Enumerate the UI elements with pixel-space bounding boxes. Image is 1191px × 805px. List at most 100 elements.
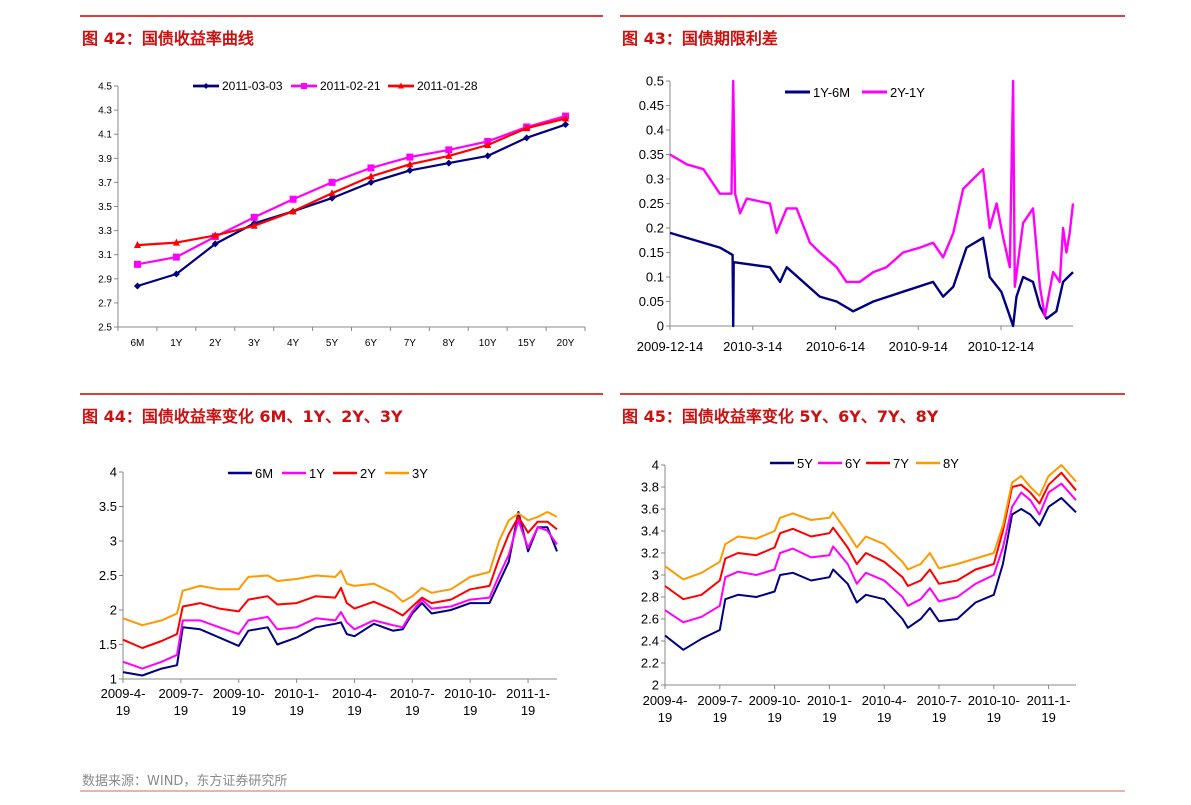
- fig43-x-tick-label: 2010-12-14: [968, 339, 1035, 354]
- fig43-y-tick-label: 0.35: [639, 147, 664, 162]
- fig45-y-tick-label: 2: [652, 678, 659, 693]
- fig45-y-tick-label: 2.4: [641, 634, 659, 649]
- fig42-y-tick-label: 3.9: [98, 154, 112, 165]
- fig45-y-tick-label: 2.6: [641, 612, 659, 627]
- fig44-series-1Y-line: [122, 519, 558, 670]
- fig44-legend-label-3Y: 3Y: [412, 466, 428, 481]
- fig45-y-tick-label: 3.6: [641, 502, 659, 517]
- fig45-x-tick-label-line2: 19: [658, 710, 672, 725]
- fig42-x-tick-label: 15Y: [518, 338, 536, 349]
- fig45-x-tick-label-line2: 19: [1041, 710, 1055, 725]
- fig42-series-2011-01-28-point: [367, 172, 375, 180]
- fig42-y-tick-label: 3.7: [98, 178, 112, 189]
- fig43-y-tick-label: 0.45: [639, 98, 664, 113]
- fig42-series-2011-03-03-point: [406, 166, 414, 174]
- fig42-x-tick-label: 4Y: [287, 338, 300, 349]
- fig42-legend-marker-2011-03-03: [203, 83, 209, 89]
- fig45-x-tick-label-line2: 19: [987, 710, 1001, 725]
- fig42-series-2011-03-03-point: [484, 152, 492, 160]
- fig45-x-tick-label: 2009-7-: [697, 693, 742, 708]
- fig45-series-7Y-line: [664, 471, 1077, 601]
- fig43-series-2Y-1Y-line: [669, 79, 1075, 318]
- fig44-y-tick-label: 3.5: [99, 499, 117, 514]
- fig44-x-tick-label-line2: 19: [231, 703, 245, 718]
- fig45-x-tick-label: 2009-10-: [749, 693, 801, 708]
- fig45-series-5Y-line: [664, 497, 1077, 651]
- fig42-legend-label-2011-01-28: 2011-01-28: [417, 79, 478, 93]
- fig43-series-1Y-6M-line: [669, 231, 1074, 328]
- fig45-legend-label-8Y: 8Y: [943, 456, 959, 471]
- fig44-x-tick-label-line2: 19: [405, 703, 419, 718]
- fig42-series-2011-03-03-point: [328, 194, 336, 202]
- fig44-x-tick-label-line2: 19: [463, 703, 477, 718]
- fig44-x-tick-label-line2: 19: [347, 703, 361, 718]
- fig43-x-tick-label: 2010-9-14: [889, 339, 948, 354]
- fig44-x-tick-label: 2010-1-: [274, 686, 319, 701]
- fig42-y-tick-label: 2.9: [98, 274, 112, 285]
- fig43-x-tick-label: 2010-6-14: [806, 339, 865, 354]
- fig45-x-tick-label: 2010-10-: [968, 693, 1020, 708]
- fig45-series-8Y-line: [664, 464, 1077, 581]
- fig42-series-2011-03-03-line: [137, 123, 566, 288]
- fig42-series-2011-01-28-point: [445, 151, 453, 159]
- fig45-y-tick-label: 3.2: [641, 546, 659, 561]
- fig43-y-tick-label: 0.15: [639, 245, 664, 260]
- fig43-y-tick-label: 0.05: [639, 294, 664, 309]
- fig42-series-2011-01-28-point: [328, 189, 336, 197]
- fig44-x-tick-label-line2: 19: [116, 703, 130, 718]
- fig44-legend-label-6M: 6M: [255, 466, 273, 481]
- fig45-x-tick-label-line2: 19: [822, 710, 836, 725]
- fig42-series-2011-03-03-point: [172, 270, 180, 278]
- fig44-x-tick-label: 2010-4-: [332, 686, 377, 701]
- fig45-x-tick-label-line2: 19: [877, 710, 891, 725]
- fig42-series-2011-01-28-point: [211, 231, 219, 239]
- fig45-x-tick-label: 2009-4-: [643, 693, 688, 708]
- fig42-legend-label-2011-02-21: 2011-02-21: [320, 79, 381, 93]
- fig42-x-tick-label: 6M: [131, 338, 145, 349]
- fig42-series-2011-01-28-point: [172, 238, 180, 246]
- fig45-y-tick-label: 3.8: [641, 480, 659, 495]
- fig42-x-tick-label: 6Y: [365, 338, 378, 349]
- fig42-series-2011-03-03-point: [445, 159, 453, 167]
- fig42-series-2011-02-21-point: [328, 178, 336, 186]
- fig44-x-tick-label: 2009-4-: [101, 686, 146, 701]
- fig42-y-tick-label: 2.5: [98, 323, 112, 334]
- fig42-x-tick-label: 8Y: [443, 338, 456, 349]
- fig43-y-tick-label: 0.4: [646, 123, 664, 138]
- fig42-x-tick-label: 7Y: [404, 338, 417, 349]
- fig45-y-tick-label: 4: [652, 458, 659, 473]
- fig44-series-6M-line: [122, 511, 558, 677]
- fig42-y-tick-label: 2.7: [98, 298, 112, 309]
- fig42-series-2011-02-21-point: [445, 146, 453, 154]
- fig45-x-tick-label: 2010-4-: [862, 693, 907, 708]
- fig42-series-2011-02-21-point: [172, 253, 180, 261]
- fig43-heading: 图 43：国债期限利差: [622, 29, 778, 48]
- fig44-legend-label-2Y: 2Y: [360, 466, 376, 481]
- fig44-legend-label-1Y: 1Y: [309, 466, 325, 481]
- fig42-top-rule: [80, 15, 603, 17]
- fig43-y-tick-label: 0.25: [639, 196, 664, 211]
- fig42-legend-marker-2011-01-28: [398, 82, 404, 89]
- fig43-y-tick-label: 0.1: [646, 270, 664, 285]
- fig42-series-2011-01-28-point: [484, 141, 492, 149]
- fig42-x-tick-label: 2Y: [209, 338, 222, 349]
- fig42-series-2011-02-21-point: [133, 260, 141, 268]
- fig43-y-tick-label: 0.3: [646, 172, 664, 187]
- fig42-x-tick-label: 1Y: [170, 338, 183, 349]
- fig43-legend-label-1Y-6M: 1Y-6M: [813, 85, 850, 100]
- fig44-y-tick-label: 2.5: [99, 568, 117, 583]
- fig44-x-tick-label: 2011-1-: [506, 686, 550, 701]
- fig44-y-tick-label: 1: [110, 672, 117, 687]
- footer-rule: [80, 790, 1125, 792]
- fig44-y-tick-label: 2: [110, 603, 117, 618]
- fig42-y-tick-label: 4.3: [98, 106, 112, 117]
- fig42-series-2011-01-28-point: [562, 114, 570, 122]
- fig43-legend-label-2Y-1Y: 2Y-1Y: [890, 85, 925, 100]
- fig45-legend-label-6Y: 6Y: [845, 456, 861, 471]
- fig44-heading: 图 44：国债收益率变化 6M、1Y、2Y、3Y: [82, 407, 403, 426]
- fig42-series-2011-02-21-point: [289, 195, 297, 203]
- fig44-x-tick-label-line2: 19: [174, 703, 188, 718]
